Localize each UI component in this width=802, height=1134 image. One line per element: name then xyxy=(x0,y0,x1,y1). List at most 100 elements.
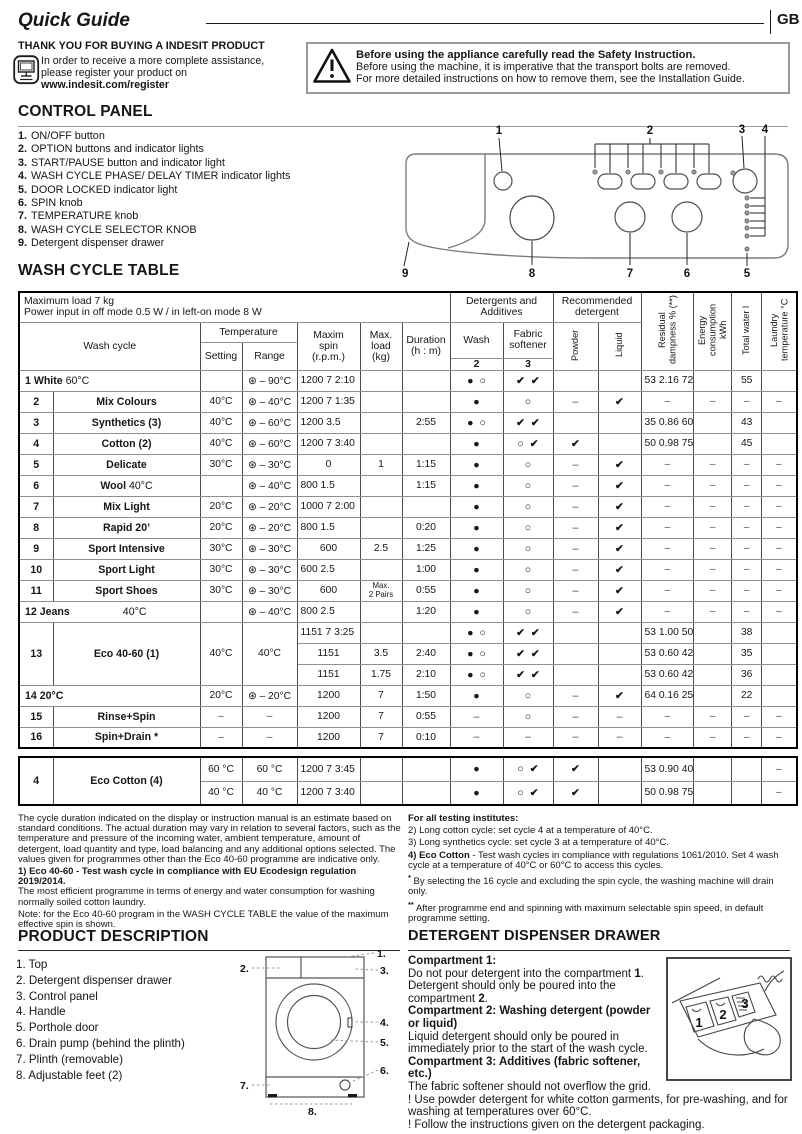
col-laundry-temp: Laundry temperature °C xyxy=(761,291,798,371)
table-cell xyxy=(693,663,733,686)
table-cell: 600 xyxy=(296,537,361,560)
table-cell: – xyxy=(640,474,695,497)
table-cell: 53 0.60 42 xyxy=(640,642,695,665)
table-row-14: 14 20°C 20°C ⊛ – 20°C 1200 7 1:50 ● ○ – ✔ 64 0.16 … xyxy=(18,684,798,707)
table-cell xyxy=(359,558,403,581)
register-text: In order to receive a more complete assi… xyxy=(41,55,264,91)
cycle-number-cell: 11 xyxy=(18,579,54,602)
cycle-name: Rinse+Spin xyxy=(97,710,156,723)
dispenser-text: 1 2 3 Compartment 1: Do not pour detergen… xyxy=(408,955,792,1131)
item-label: OPTION buttons and indicator lights xyxy=(31,143,204,156)
footnote-left-1: The cycle duration indicated on the disp… xyxy=(18,813,401,865)
col-energy: Energy consumption kWh xyxy=(693,291,733,371)
table-cell xyxy=(401,756,451,782)
cycle-name-cell: Wool 40°C xyxy=(52,474,201,497)
table-row-1: 1 White 60°C ⊛ – 90°C 1200 7 2:10 ● ○ ✔ ✔ 53 … xyxy=(18,369,798,392)
table-cell: ● xyxy=(449,432,504,455)
table-cell: ● xyxy=(449,780,504,806)
table-cell: – xyxy=(761,579,798,602)
table-cell: – xyxy=(552,579,599,602)
table-cell: 0 xyxy=(296,453,361,476)
table-cell: 30°C xyxy=(199,558,243,581)
cycle-name: Cotton (2) xyxy=(101,437,152,450)
col-powder: Powder xyxy=(552,321,599,371)
dispenser-drawer-diagram: 1 2 3 xyxy=(666,957,792,1081)
table-cell: – xyxy=(241,726,298,749)
cycle-name-cell: Cotton (2) xyxy=(52,432,201,455)
table-cell: ● xyxy=(449,390,504,413)
table-cell: ○ xyxy=(502,453,554,476)
table-cell: 1151 xyxy=(296,663,361,686)
table-cell: ● xyxy=(449,537,504,560)
table-cell: – xyxy=(761,474,798,497)
table-cell: – xyxy=(640,726,695,749)
compartment-3 xyxy=(731,991,756,1018)
table-cell: 40°C xyxy=(199,621,243,686)
table-cell: ⊛ – 30°C xyxy=(241,558,298,581)
table-cell: – xyxy=(640,579,695,602)
table-row-9: 9 Sport Intensive 30°C ⊛ – 30°C 600 2.5 1:25 ● ○… xyxy=(18,537,798,560)
dispenser-para-3: Compartment 2: Washing detergent (powder… xyxy=(408,1005,792,1030)
table-cell xyxy=(693,642,733,665)
table-cell: 35 xyxy=(731,642,763,665)
table-cell: ⊛ – 60°C xyxy=(241,411,298,434)
footnote-right-1: For all testing institutes: xyxy=(408,813,792,824)
cycle-number-name: 12 Jeans xyxy=(25,605,70,618)
item-label: DOOR LOCKED indicator light xyxy=(31,183,178,196)
table-cell: – xyxy=(731,537,763,560)
table-cell: 45 xyxy=(731,432,763,455)
cycle-name-wrap: 12 Jeans 40°C xyxy=(20,606,200,618)
item-number: 3. xyxy=(18,156,28,169)
table-cell: – xyxy=(693,474,733,497)
table-cell: ✔ xyxy=(597,537,642,560)
table-cell: 40°C xyxy=(199,432,243,455)
table-cell xyxy=(199,369,243,392)
table-cell: ⊛ – 20°C xyxy=(241,495,298,518)
item-label: SPIN knob xyxy=(31,197,83,210)
table-cell xyxy=(597,642,642,665)
table-cell: 53 0.60 42 xyxy=(640,663,695,686)
product-item-2: 2. Detergent dispenser drawer xyxy=(16,973,172,987)
table-cell: 1200 7 2:10 xyxy=(296,369,361,392)
temperature-knob xyxy=(614,201,646,233)
table-cell xyxy=(401,495,451,518)
callout-9: 9 xyxy=(402,268,408,278)
table-row-5: 5 Delicate 30°C ⊛ – 30°C 0 1 1:15 ● ○ – ✔ – – – – xyxy=(18,453,798,476)
table-cell: 55 xyxy=(731,369,763,392)
table-info: Maximum load 7 kg Power input in off mod… xyxy=(18,291,451,323)
control-panel-item-1: 1. ON/OFF button xyxy=(18,130,290,143)
table-cell: ⊛ – 20°C xyxy=(241,684,298,707)
col-max-spin: Maxim spin (r.p.m.) xyxy=(296,321,361,371)
table-cell: ○ ✔ xyxy=(502,756,554,782)
table-cell: Max. 2 Pairs xyxy=(359,579,403,602)
table-cell: ✔ xyxy=(597,600,642,623)
cycle-name-cell: Eco Cotton (4) xyxy=(52,756,201,806)
table-cell: ✔ ✔ xyxy=(502,642,554,665)
table-cell: ○ xyxy=(502,558,554,581)
table-cell: ✔ xyxy=(597,516,642,539)
cycle-number-cell: 15 xyxy=(18,705,54,728)
option-button xyxy=(696,173,722,190)
table-row-2: 2 Mix Colours 40°C ⊛ – 40°C 1200 7 1:35 ● ○ – ✔ –… xyxy=(18,390,798,413)
table-row-10: 10 Sport Light 30°C ⊛ – 30°C 600 2.5 1:00 ● ○ – ✔… xyxy=(18,558,798,581)
cycle-name: Sport Shoes xyxy=(95,584,158,597)
page-title: Quick Guide xyxy=(18,10,130,31)
table-row-16: 16 Spin+Drain * – –1200 7 0:10– – – – – – – – xyxy=(18,726,798,749)
spin-knob xyxy=(671,201,703,233)
cycle-name: Sport Intensive xyxy=(88,542,165,555)
table-cell: – xyxy=(693,726,733,749)
drawer-handle xyxy=(743,1018,781,1056)
table-cell: – xyxy=(693,600,733,623)
footnote-bold: 1) Eco 40-60 - Test wash cycle in compli… xyxy=(18,866,357,888)
table-cell: – xyxy=(731,558,763,581)
table-cell: ⊛ – 30°C xyxy=(241,579,298,602)
cycle-name-cell: Synthetics (3) xyxy=(52,411,201,434)
cycle-name: Delicate xyxy=(106,458,147,471)
table-cell: ○ xyxy=(502,495,554,518)
footnote-right-3: 3) Long synthetics cycle: set cycle 3 at… xyxy=(408,837,669,849)
table-cell: 1:00 xyxy=(401,558,451,581)
warning-line-2: For more detailed instructions on how to… xyxy=(356,73,745,85)
table-row-15: 15 Rinse+Spin – –1200 7 0:55– ○ – – – – – – xyxy=(18,705,798,728)
table-cell: 40 °C xyxy=(241,780,298,806)
footnote-marker: * xyxy=(408,873,411,883)
